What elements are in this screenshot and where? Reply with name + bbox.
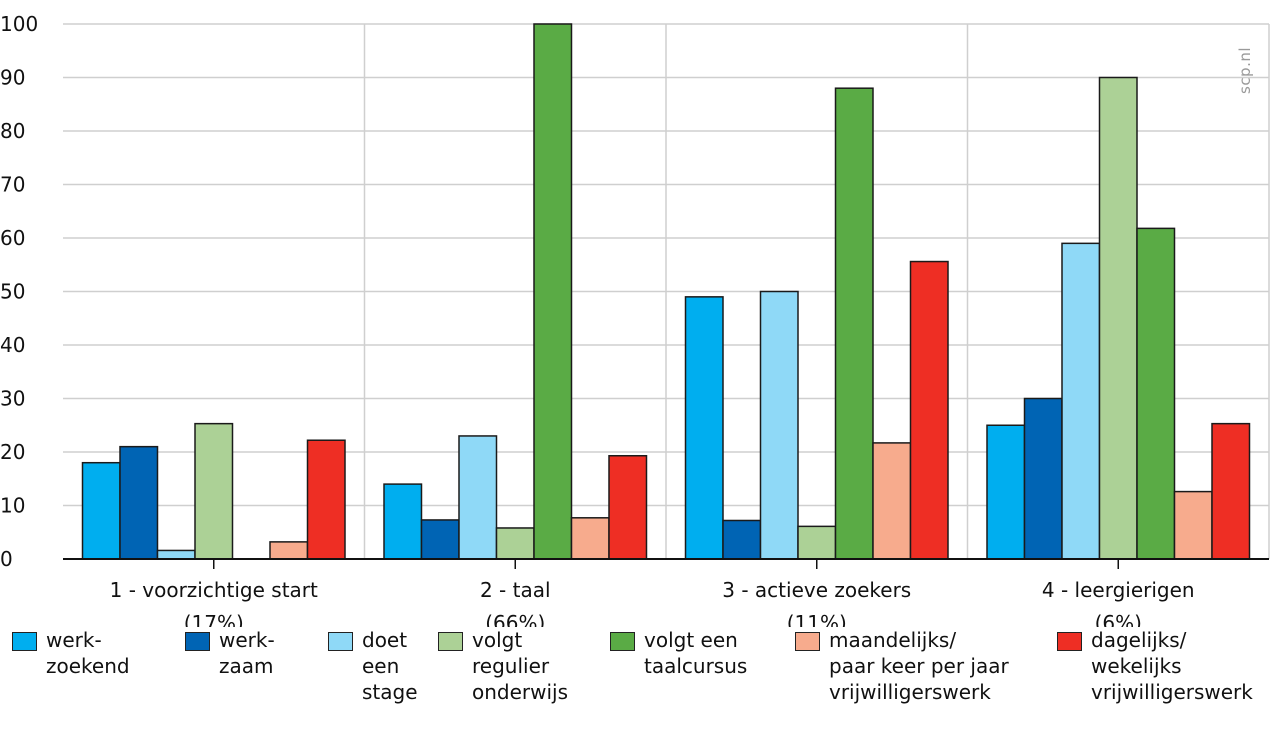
bar bbox=[1098, 76, 1138, 560]
bar bbox=[1211, 422, 1251, 560]
bar bbox=[269, 541, 309, 560]
x-tick-label: 2 - taal (66%) bbox=[480, 578, 551, 627]
x-tick-label: 1 - voorzichtige start (17%) bbox=[110, 578, 318, 627]
bar bbox=[1023, 397, 1063, 560]
bar bbox=[1173, 490, 1213, 560]
legend-label: maandelijks/ paar keer per jaar vrijwill… bbox=[829, 628, 1009, 704]
bar bbox=[986, 424, 1026, 560]
legend-swatch bbox=[438, 632, 463, 651]
y-tick-label: 90 bbox=[0, 66, 25, 90]
legend-item: werk- zoekend bbox=[12, 627, 130, 679]
bar bbox=[759, 290, 799, 560]
legend-label: werk- zaam bbox=[219, 628, 275, 678]
bar bbox=[1061, 242, 1101, 560]
bar bbox=[608, 454, 648, 560]
bar bbox=[684, 296, 724, 560]
legend-swatch bbox=[185, 632, 210, 651]
bar bbox=[1136, 227, 1176, 560]
bar bbox=[306, 439, 346, 560]
bar bbox=[383, 483, 423, 560]
legend-item: doet een stage bbox=[328, 627, 418, 705]
bar bbox=[458, 435, 498, 560]
bars bbox=[81, 23, 1251, 560]
bar bbox=[420, 519, 460, 560]
legend-label: werk- zoekend bbox=[46, 628, 130, 678]
bar bbox=[909, 260, 949, 560]
legend-item: volgt een taalcursus bbox=[610, 627, 747, 679]
legend-swatch bbox=[1057, 632, 1082, 651]
legend-swatch bbox=[328, 632, 353, 651]
legend-swatch bbox=[12, 632, 37, 651]
bar bbox=[156, 549, 196, 560]
legend-label: dagelijks/ wekelijks vrijwilligerswerk bbox=[1091, 628, 1253, 704]
legend-label: volgt een taalcursus bbox=[644, 628, 748, 678]
bar bbox=[495, 527, 535, 560]
y-tick-label: 10 bbox=[0, 494, 25, 518]
legend: werk- zoekend werk- zaam doet een stage vol… bbox=[0, 627, 1277, 746]
y-tick-label: 100 bbox=[0, 12, 38, 36]
y-tick-label: 50 bbox=[0, 280, 25, 304]
legend-swatch bbox=[610, 632, 635, 651]
bar bbox=[533, 23, 573, 560]
y-axis-ticks: 0 10 20 30 40 50 60 70 80 90 100 bbox=[0, 12, 38, 571]
x-axis-labels: 1 - voorzichtige start (17%) 2 - taal (66%)… bbox=[110, 578, 1195, 627]
bar bbox=[194, 422, 234, 560]
watermark: scp.nl bbox=[1236, 46, 1254, 94]
x-tick-label: 3 - actieve zoekers (11%) bbox=[722, 578, 911, 627]
bar-chart: 0 10 20 30 40 50 60 70 80 90 100 1 - voorzichtige … bbox=[0, 12, 1270, 627]
bar bbox=[872, 442, 912, 560]
legend-item: werk- zaam bbox=[185, 627, 275, 679]
bar bbox=[119, 445, 159, 560]
bar bbox=[81, 461, 121, 560]
bar bbox=[722, 519, 762, 560]
bar bbox=[834, 87, 874, 560]
bar bbox=[570, 517, 610, 560]
legend-item: dagelijks/ wekelijks vrijwilligerswerk bbox=[1057, 627, 1253, 705]
y-tick-label: 20 bbox=[0, 440, 25, 464]
y-tick-label: 0 bbox=[0, 547, 13, 571]
x-tick-label: 4 - leergierigen (6%) bbox=[1042, 578, 1195, 627]
y-tick-label: 70 bbox=[0, 173, 25, 197]
legend-swatch bbox=[795, 632, 820, 651]
legend-label: doet een stage bbox=[362, 628, 418, 704]
bar bbox=[797, 525, 837, 560]
y-tick-label: 30 bbox=[0, 387, 25, 411]
gridlines bbox=[63, 23, 1270, 559]
legend-item: volgt regulier onderwijs bbox=[438, 627, 568, 705]
y-tick-label: 60 bbox=[0, 226, 25, 250]
y-tick-label: 80 bbox=[0, 119, 25, 143]
x-axis bbox=[63, 558, 1269, 569]
legend-label: volgt regulier onderwijs bbox=[472, 628, 569, 704]
legend-item: maandelijks/ paar keer per jaar vrijwill… bbox=[795, 627, 1009, 705]
y-tick-label: 40 bbox=[0, 333, 25, 357]
